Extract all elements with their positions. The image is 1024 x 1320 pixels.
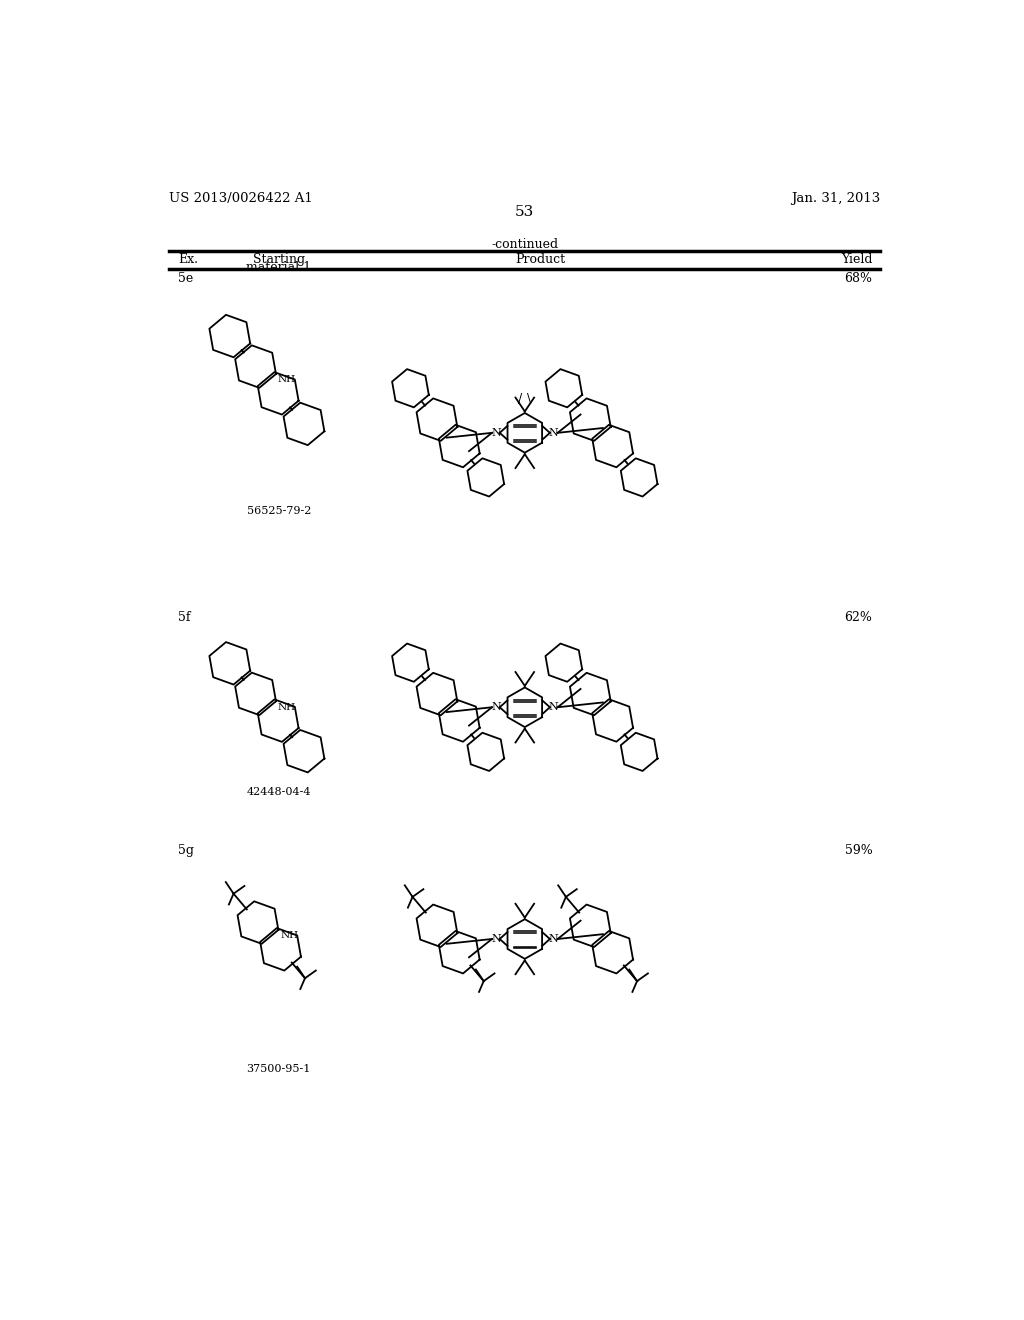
Text: -continued: -continued	[492, 238, 558, 251]
Text: 53: 53	[515, 205, 535, 219]
Text: N: N	[549, 702, 559, 713]
Text: N: N	[549, 428, 559, 438]
Text: US 2013/0026422 A1: US 2013/0026422 A1	[169, 191, 313, 205]
Text: \: \	[527, 392, 531, 405]
Text: 37500-95-1: 37500-95-1	[247, 1064, 311, 1074]
Text: 5g: 5g	[178, 845, 194, 858]
Text: N: N	[549, 935, 559, 944]
Text: 62%: 62%	[845, 611, 872, 623]
Text: Jan. 31, 2013: Jan. 31, 2013	[792, 191, 881, 205]
Text: 59%: 59%	[845, 845, 872, 858]
Text: 5e: 5e	[178, 272, 194, 285]
Text: Yield: Yield	[841, 253, 872, 265]
Text: /: /	[518, 392, 522, 405]
Text: N: N	[490, 935, 501, 944]
Text: N: N	[490, 702, 501, 713]
Text: Product: Product	[516, 253, 565, 265]
Text: NH: NH	[278, 375, 296, 384]
Text: Starting: Starting	[253, 253, 305, 265]
Text: N: N	[490, 428, 501, 438]
Text: Ex.: Ex.	[178, 253, 198, 265]
Text: 5f: 5f	[178, 611, 190, 623]
Text: 56525-79-2: 56525-79-2	[247, 506, 311, 516]
Text: 68%: 68%	[845, 272, 872, 285]
Text: material 1: material 1	[246, 261, 311, 275]
Text: NH: NH	[281, 932, 298, 940]
Text: 42448-04-4: 42448-04-4	[247, 787, 311, 796]
Text: NH: NH	[278, 702, 296, 711]
